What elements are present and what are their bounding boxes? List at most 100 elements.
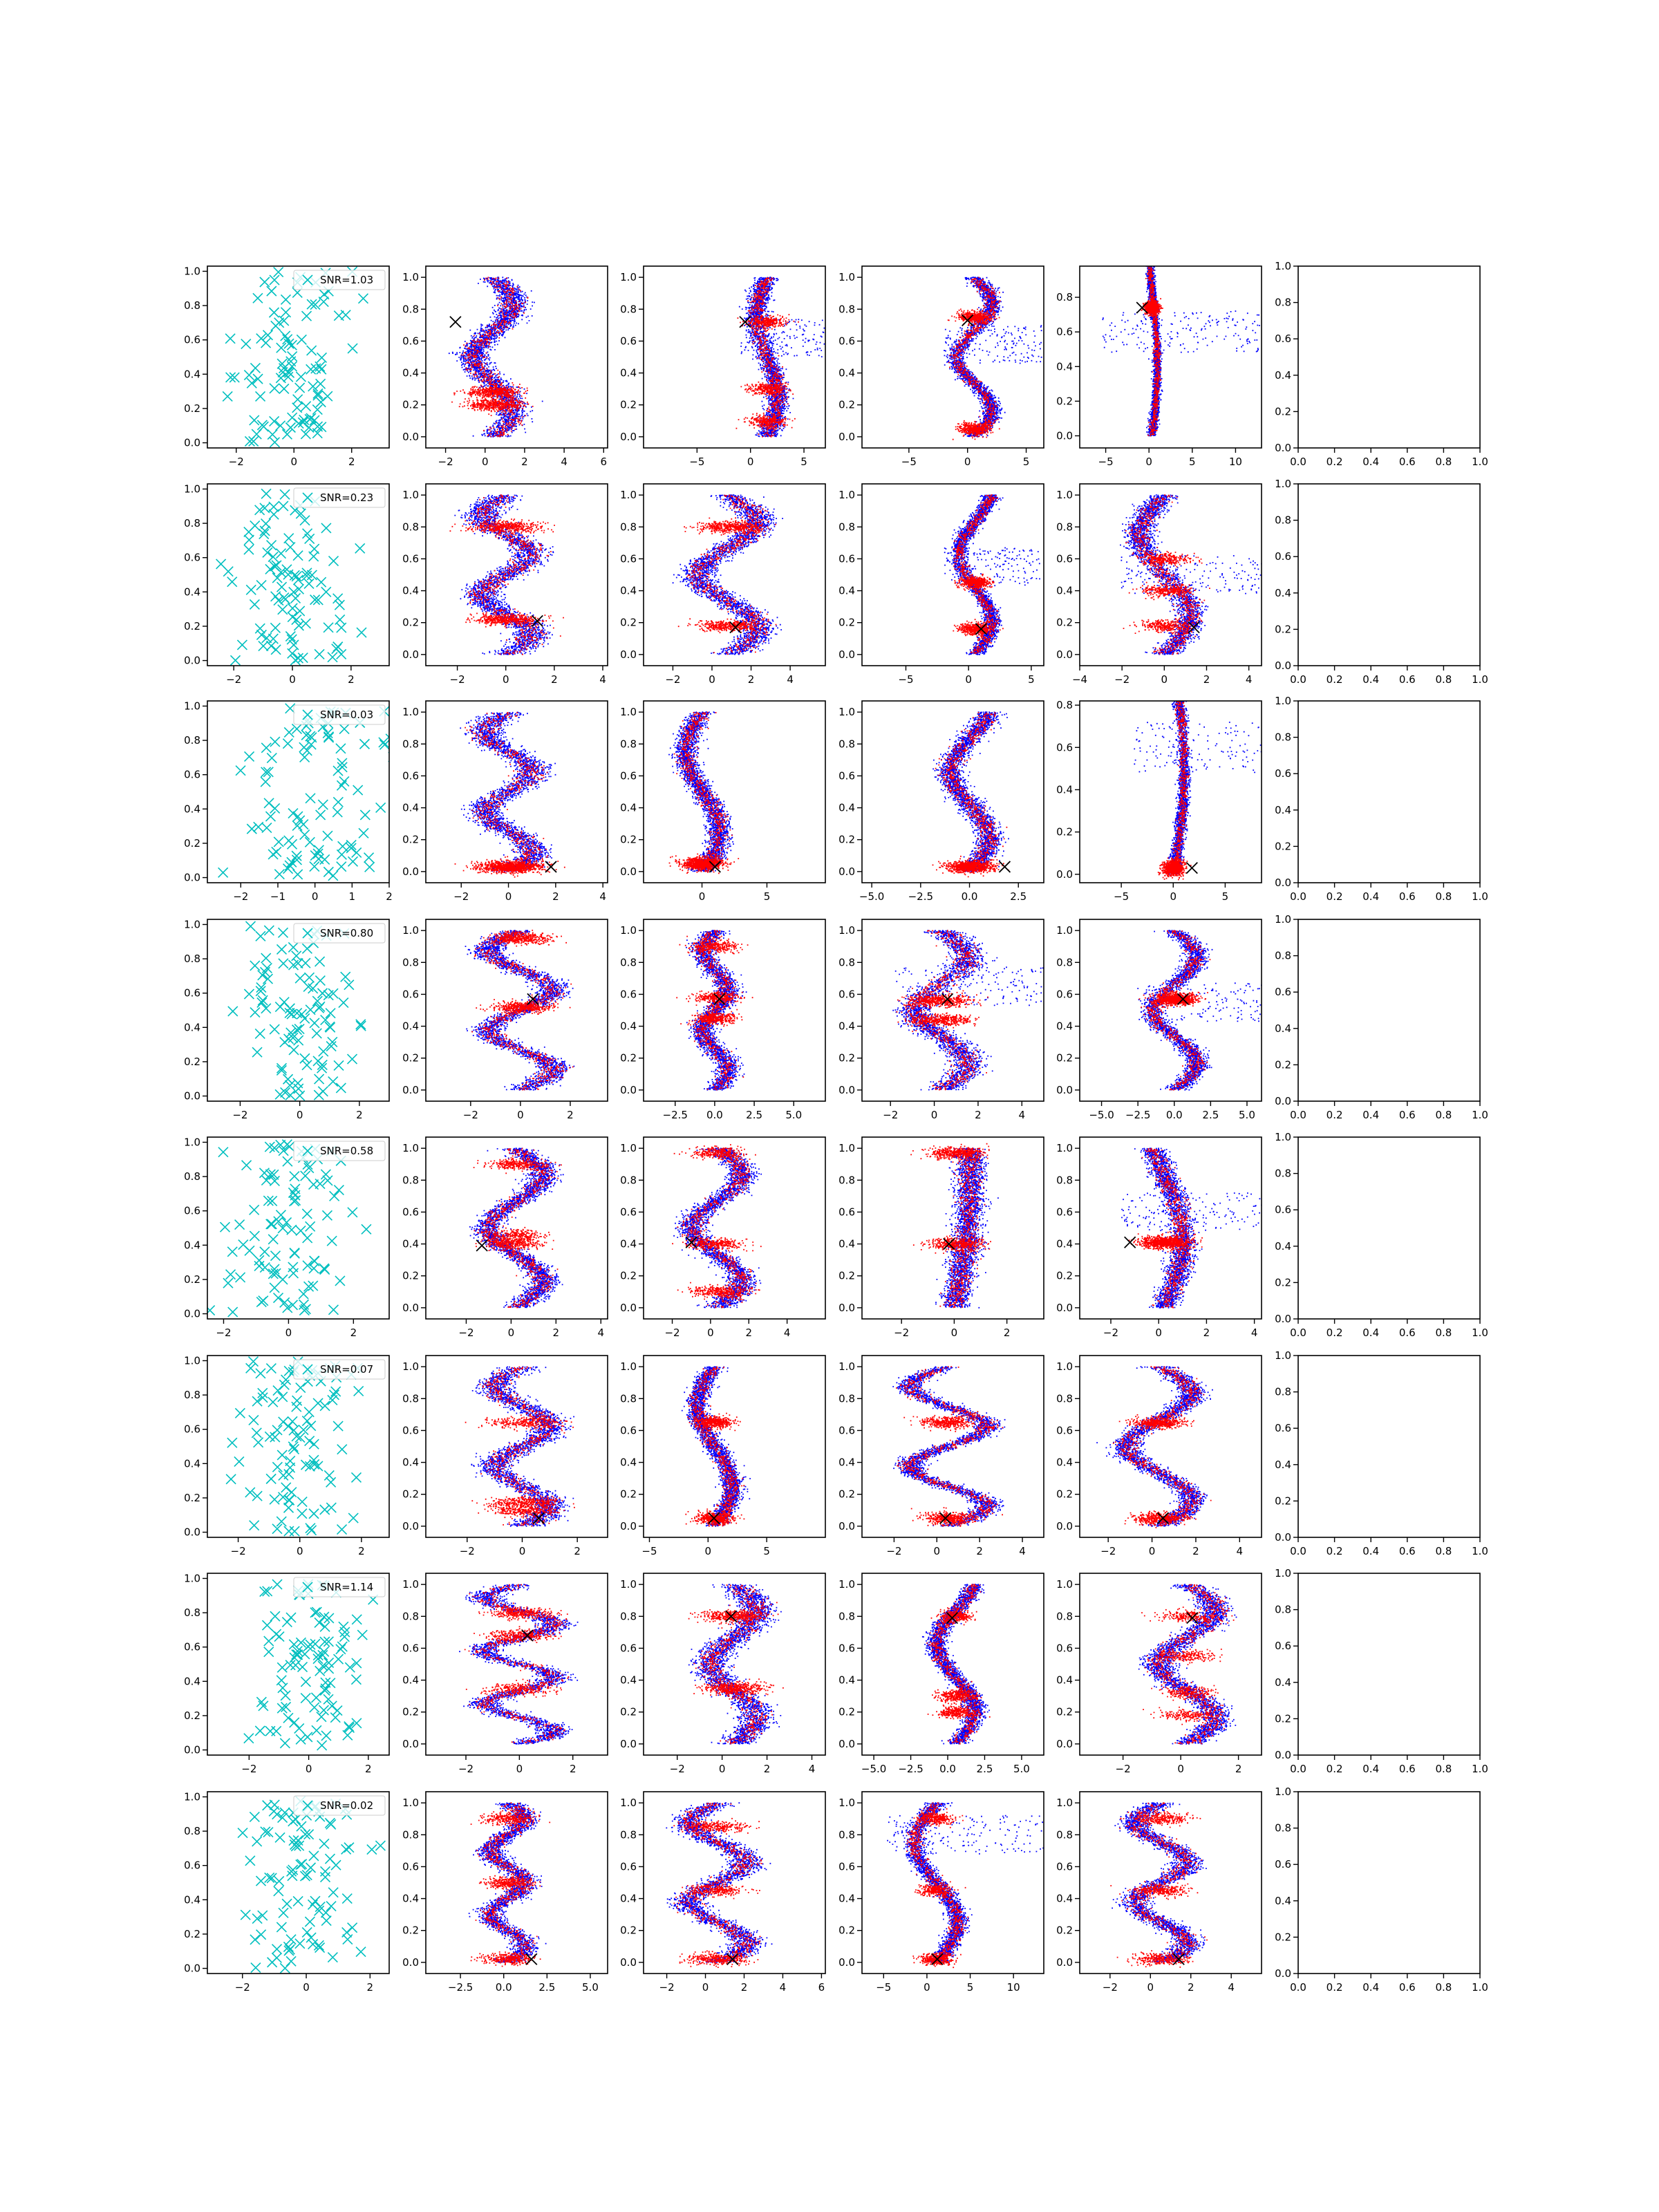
x-tick-label: 5 [1189, 456, 1196, 468]
legend-marker-icon [302, 1800, 313, 1811]
y-tick-label: 0.4 [1056, 1020, 1073, 1033]
y-tick-label: 0.4 [1056, 1238, 1073, 1250]
y-tick-label: 1.0 [838, 924, 855, 937]
x-tick-label: −2 [458, 1763, 474, 1775]
scatter-points [676, 930, 753, 1091]
y-tick-label: 0.0 [402, 1956, 419, 1969]
x-tick-label: 0.6 [1399, 1545, 1416, 1557]
axes-frame [1297, 700, 1481, 883]
y-tick-label: 0.6 [1056, 1860, 1073, 1873]
axes-frame [643, 265, 826, 449]
legend-label: SNR=0.58 [320, 1145, 373, 1157]
reference-x-marker [531, 615, 543, 628]
reference-x-marker [1172, 1953, 1185, 1965]
y-tick-label: 0.6 [1275, 1422, 1291, 1434]
y-tick-label: 0.4 [184, 1239, 200, 1251]
y-tick-label: 1.0 [838, 706, 855, 718]
model-points [896, 930, 988, 1091]
y-tick-label: 1.0 [184, 482, 200, 495]
y-tick-label: 0.6 [184, 769, 200, 781]
y-tick-label: 0.2 [1056, 1270, 1073, 1282]
x-tick-label: −2.5 [1125, 1109, 1150, 1121]
y-tick-label: 0.2 [620, 1270, 637, 1282]
x-tick-label: 0.6 [1399, 1109, 1416, 1121]
x-tick-label: 0.8 [1435, 1763, 1452, 1775]
x-tick-label: 4 [1019, 1545, 1026, 1557]
x-tick-label: 0 [312, 890, 319, 903]
x-tick-label: 0.8 [1435, 456, 1452, 468]
y-tick-label: 0.4 [1275, 1022, 1291, 1035]
x-tick-label: −2 [886, 1545, 901, 1557]
y-tick-label: 0.2 [1056, 1924, 1073, 1937]
model-points [668, 711, 740, 874]
y-tick-label: 0.0 [838, 1738, 855, 1750]
x-tick-label: 4 [1246, 673, 1253, 686]
x-tick-label: 0 [508, 1327, 515, 1339]
scatter-points [468, 1802, 551, 1967]
y-tick-label: 0.8 [620, 1828, 637, 1841]
subplot-r6-c6: 0.0 0.2 0.4 0.6 0.8 1.0 0.0 0.2 0.4 0.6 0.8 1.0 [1275, 1349, 1488, 1557]
reference-x-marker [1185, 861, 1198, 874]
axes-frame [1079, 265, 1262, 449]
x-tick-label: 0.0 [1290, 456, 1306, 468]
y-tick-label: 0.4 [1275, 804, 1291, 816]
signal-points [469, 1147, 564, 1309]
x-tick-label: 6 [601, 456, 608, 468]
legend-marker-icon [302, 928, 313, 939]
y-tick-label: 1.0 [402, 924, 419, 937]
x-tick-label: 2 [365, 1763, 372, 1775]
x-tick-label: 4 [599, 673, 606, 686]
scatter-points [681, 1366, 751, 1527]
x-tick-label: 4 [1228, 1981, 1235, 1994]
y-tick-label: 0.2 [838, 1052, 855, 1065]
x-tick-label: 0 [964, 456, 971, 468]
x-tick-label: 2 [741, 1981, 748, 1994]
reference-x-marker [998, 861, 1011, 873]
model-points [473, 1147, 562, 1309]
x-tick-label: 2 [1192, 1545, 1199, 1557]
y-tick-label: 0.0 [184, 1962, 200, 1975]
y-tick-label: 0.8 [838, 303, 855, 315]
y-tick-label: 0.6 [184, 1641, 200, 1653]
x-tick-label: 2 [1203, 673, 1210, 686]
x-tick-label: −2.5 [898, 1763, 923, 1775]
x-tick-label: 0 [934, 1545, 941, 1557]
x-tick-label: 0.8 [1435, 890, 1452, 903]
y-tick-label: 0.6 [402, 1642, 419, 1654]
x-tick-label: −5 [876, 1981, 891, 1994]
x-tick-label: −2.5 [448, 1981, 473, 1994]
x-tick-label: −1 [270, 890, 285, 903]
x-tick-label: −2 [453, 890, 469, 903]
y-tick-label: 0.0 [184, 437, 200, 449]
legend-label: SNR=0.03 [320, 709, 373, 721]
y-tick-label: 0.6 [184, 1205, 200, 1217]
scatter-points [448, 276, 543, 438]
subplot-r1-c2: −2 0 2 4 6 0.0 0.2 0.4 0.6 0.8 1.0 [402, 265, 608, 468]
y-tick-label: 0.6 [620, 1642, 637, 1654]
axes-frame [207, 1573, 390, 1756]
y-tick-label: 0.2 [1275, 405, 1291, 418]
scatter-points [1134, 701, 1262, 881]
x-tick-label: 0.4 [1362, 1327, 1379, 1339]
x-tick-label: 0 [719, 1763, 726, 1775]
y-tick-label: 0.6 [838, 988, 855, 1000]
y-tick-label: 0.0 [620, 431, 637, 443]
y-tick-label: 0.6 [402, 335, 419, 347]
signal-points [1102, 266, 1262, 437]
x-tick-label: 0 [924, 1981, 930, 1994]
x-tick-label: 0 [505, 890, 512, 903]
legend-label: SNR=0.80 [320, 927, 373, 939]
reference-x-marker [943, 1237, 955, 1250]
y-tick-label: 0.2 [184, 1709, 200, 1722]
x-tick-label: 2 [975, 1109, 982, 1121]
axes-frame [861, 265, 1044, 449]
y-tick-label: 1.0 [1275, 913, 1291, 926]
y-tick-label: 0.4 [402, 1238, 419, 1250]
scatter-points [449, 494, 564, 655]
y-tick-label: 0.8 [1056, 956, 1073, 968]
x-tick-label: −2.5 [908, 890, 933, 903]
y-tick-label: 1.0 [620, 1360, 637, 1373]
y-tick-label: 1.0 [184, 265, 200, 277]
axes-frame [861, 700, 1044, 883]
x-tick-label: 2 [1203, 1327, 1210, 1339]
